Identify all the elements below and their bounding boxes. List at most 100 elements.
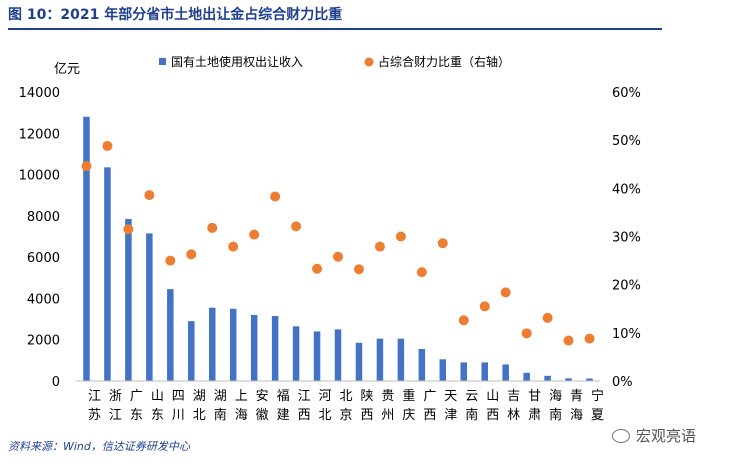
right-axis: 0% 10% 20% 30% 40% 50% 60% [612,86,641,390]
dot-宁夏 [584,333,595,344]
title-divider [8,28,662,30]
x-tick-label: 贵州 [381,389,394,423]
x-tick-label: 广东 [130,389,143,423]
dot-广西 [416,267,427,278]
wechat-logo-icon [612,429,630,443]
dot-湖北 [186,249,197,260]
bar-天津 [439,359,447,381]
dot-甘肃 [521,328,532,339]
dot-江苏 [81,161,92,172]
right-tick-label: 50% [612,134,641,149]
x-tick-label: 云南 [465,389,478,423]
x-tick-label: 安徽 [256,389,269,423]
bar-浙江 [104,167,111,381]
x-tick-label: 陕西 [360,389,373,423]
dot-浙江 [102,140,113,151]
dot-福建 [270,191,281,202]
bar-江西 [292,326,300,381]
bar-北京 [334,329,342,381]
source-note: 资料来源：Wind，信达证券研发中心 [8,440,190,453]
x-tick-label: 重庆 [402,388,415,423]
bar-宁夏 [586,378,593,381]
left-tick-label: 6000 [27,251,60,266]
dot-四川 [165,255,176,266]
x-tick-label: 青海 [570,389,583,423]
legend-dot-swatch [364,57,374,67]
right-tick-label: 0% [612,375,633,390]
bar-江苏 [83,116,90,382]
dot-山西 [479,301,490,312]
x-tick-label: 湖南 [214,389,227,423]
bar-河北 [313,331,321,381]
bar-福建 [271,315,279,381]
bar-山东 [146,233,153,381]
dot-青海 [563,335,574,346]
legend: 国有土地使用权出让收入 占综合财力比重（右轴） [159,54,510,69]
x-tick-label: 海南 [549,389,562,423]
right-tick-label: 40% [612,182,641,197]
figure-title: 图 10：2021 年部分省市土地出让金占综合财力比重 [8,7,343,23]
x-tick-label: 浙江 [109,389,122,423]
right-tick-label: 30% [612,231,641,246]
bar-吉林 [502,364,509,381]
bar-海南 [544,375,551,381]
right-tick-label: 60% [612,86,641,101]
bar-重庆 [397,338,405,381]
bar-上海 [229,308,237,381]
dot-吉林 [500,287,511,298]
x-tick-label: 山西 [486,389,499,423]
bar-青海 [565,378,572,381]
x-tick-label: 四川 [172,389,185,423]
x-tick-label: 甘肃 [528,389,541,423]
bar-广西 [418,349,426,381]
x-tick-label: 北京 [339,389,352,423]
legend-bar-label: 国有土地使用权出让收入 [171,54,303,69]
dot-河北 [312,263,323,274]
bar-云南 [460,362,468,381]
bar-四川 [167,289,174,381]
dot-安徽 [249,229,260,240]
bar-series [83,116,593,382]
legend-dot-label: 占综合财力比重（右轴） [378,54,510,69]
right-tick-label: 10% [612,327,641,342]
bar-山西 [481,362,488,381]
bar-贵州 [376,338,384,381]
dot-北京 [333,251,343,262]
dot-贵州 [374,241,385,252]
watermark-text: 宏观亮语 [636,427,697,445]
left-tick-label: 14000 [19,86,60,101]
bar-甘肃 [523,372,530,381]
left-axis: 0 2000 4000 6000 8000 10000 12000 14000 [19,86,60,390]
x-tick-label: 福建 [277,389,290,423]
bar-湖南 [208,307,216,381]
left-axis-unit: 亿元 [54,62,80,77]
bar-安徽 [250,314,258,381]
bar-广东 [125,218,132,381]
left-tick-label: 0 [52,375,60,390]
dot-海南 [542,312,553,323]
left-tick-label: 12000 [19,127,60,142]
x-tick-label: 江西 [298,389,311,423]
watermark: 宏观亮语 [612,425,696,446]
dot-series [81,140,595,346]
dot-重庆 [395,231,406,242]
right-tick-label: 20% [612,279,641,294]
dot-陕西 [353,264,364,275]
x-tick-label: 湖北 [193,389,206,423]
dot-山东 [144,190,155,201]
legend-bar-swatch [159,58,166,65]
dot-湖南 [207,222,218,233]
x-tick-label: 江苏 [88,389,101,423]
bar-湖北 [188,321,195,381]
left-tick-label: 2000 [27,334,60,349]
dot-天津 [437,238,448,249]
x-tick-label: 吉林 [507,389,520,423]
left-tick-label: 8000 [27,210,60,225]
x-tick-label: 广西 [423,389,436,423]
dot-江西 [291,221,302,232]
x-tick-label: 上海 [235,389,248,423]
x-tick-label: 宁夏 [591,388,604,423]
dot-广东 [123,224,134,235]
bar-陕西 [355,342,363,381]
